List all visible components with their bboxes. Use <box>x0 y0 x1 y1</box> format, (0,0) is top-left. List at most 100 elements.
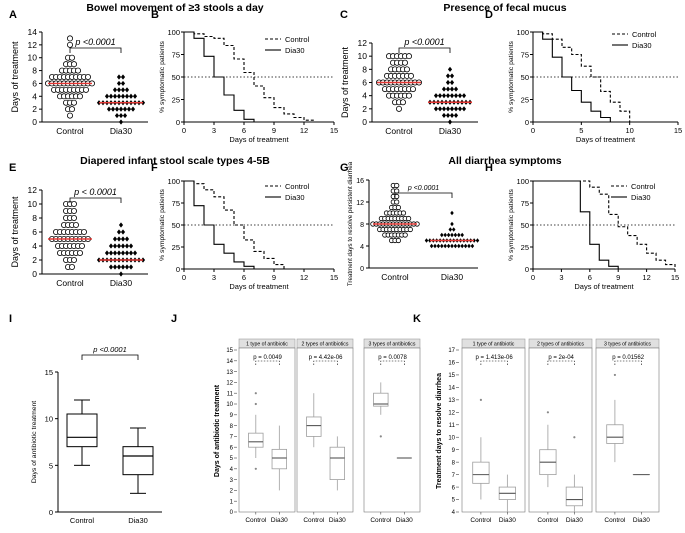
x-tick-label: 9 <box>272 273 276 282</box>
data-point-control <box>69 106 76 113</box>
data-point-dia30 <box>446 243 451 249</box>
data-point-dia30 <box>453 86 459 92</box>
data-point-control <box>77 93 84 100</box>
data-point-control <box>69 54 76 61</box>
data-point-dia30 <box>112 243 118 249</box>
y-tick-label: 6 <box>230 445 234 451</box>
panel-letter-I: I <box>9 313 12 325</box>
x-tick-label-dia30: Dia30 <box>499 517 516 524</box>
legend-label-control: Control <box>285 182 310 191</box>
y-tick-label: 10 <box>226 402 233 408</box>
y-tick-label: 6 <box>362 78 367 88</box>
x-tick-label: 6 <box>242 126 246 135</box>
data-point-dia30 <box>441 93 447 99</box>
p-value-label: p < 0.0001 <box>73 187 117 197</box>
data-point-control <box>71 61 78 68</box>
y-tick-label: 9 <box>452 448 456 454</box>
data-point-dia30 <box>112 264 118 270</box>
data-point-dia30 <box>108 250 114 256</box>
data-point-dia30 <box>453 243 458 249</box>
panel-letter-J: J <box>171 313 177 325</box>
data-point-dia30 <box>450 210 454 216</box>
y-tick-label: 4 <box>32 91 37 101</box>
survival-curve-control <box>184 31 315 122</box>
y-tick-label: 10 <box>28 53 38 63</box>
outlier-point <box>573 436 576 439</box>
data-point-dia30 <box>433 243 437 249</box>
data-point-control <box>403 66 410 73</box>
x-tick-label: 12 <box>300 273 308 282</box>
x-tick-label-dia30: Dia30 <box>271 517 288 524</box>
y-tick-label: 50 <box>521 73 529 82</box>
survival-curve-dia30 <box>533 180 619 269</box>
data-point-dia30 <box>453 112 459 119</box>
y-tick-label: 6 <box>32 78 37 88</box>
y-tick-label: 7 <box>230 435 234 441</box>
y-tick-label: 8 <box>362 64 367 74</box>
panel-I: 0 5 10 15 Days of antibiotic treatment Contro… <box>31 345 162 525</box>
survival-curve-dia30 <box>533 31 611 122</box>
y-tick-label: 15 <box>448 373 455 379</box>
data-point-dia30 <box>450 221 454 227</box>
data-point-control <box>400 210 407 216</box>
data-point-dia30 <box>118 119 124 125</box>
y-axis-label: Days of antibiotic treatment <box>31 401 38 483</box>
y-tick-label: 0 <box>362 117 367 127</box>
x-tick-label: 10 <box>625 126 633 135</box>
panel-K: 4 5 6 7 8 9 10 11 12 13 14 15 16 17 Treatment days to … <box>436 338 660 524</box>
data-point-dia30 <box>461 93 467 99</box>
data-point-control <box>395 105 402 112</box>
data-point-dia30 <box>122 106 128 112</box>
significance-bracket <box>398 47 451 53</box>
data-point-control <box>67 112 74 119</box>
y-tick-label: 50 <box>172 221 180 230</box>
significance-bracket <box>81 354 139 360</box>
outlier-point <box>479 398 482 401</box>
data-point-dia30 <box>116 87 122 93</box>
data-point-dia30 <box>446 232 451 238</box>
x-tick-label-control: Control <box>56 126 84 136</box>
data-point-dia30 <box>126 106 132 112</box>
x-axis-label: Days of treatment <box>229 135 289 144</box>
y-tick-label: 0 <box>176 265 180 274</box>
panel-D: 0 25 50 75 100 0 5 10 15 Days of treatment % sympt… <box>508 28 682 144</box>
box-control <box>606 424 624 444</box>
y-tick-label: 2 <box>32 104 37 114</box>
x-tick-label-control: Control <box>56 278 84 288</box>
y-tick-label: 25 <box>521 243 529 252</box>
y-tick-label: 100 <box>516 177 529 186</box>
box-dia30 <box>122 446 154 476</box>
outlier-point <box>254 402 257 406</box>
p-value-label: p = 1.413e-06 <box>476 355 514 361</box>
data-point-dia30 <box>124 250 130 256</box>
data-point-dia30 <box>120 74 126 80</box>
box-dia30 <box>329 446 346 481</box>
y-tick-label: 15 <box>45 368 53 377</box>
y-tick-label: 75 <box>521 199 529 208</box>
section-title-bowel-movement: Bowel movement of ≥3 stools a day <box>86 2 263 14</box>
data-point-dia30 <box>447 66 453 72</box>
data-point-dia30 <box>472 238 476 243</box>
x-tick-label-dia30: Dia30 <box>128 516 148 525</box>
x-tick-label: 15 <box>330 126 338 135</box>
data-point-control <box>407 226 413 233</box>
x-tick-label-dia30: Dia30 <box>110 278 132 288</box>
data-point-dia30 <box>461 106 467 112</box>
data-point-control <box>405 53 412 60</box>
panel-H: 0 25 50 75 100 0 3 6 9 12 15 Days of treatment % sym… <box>508 177 679 291</box>
data-point-dia30 <box>114 112 120 119</box>
legend-label-control: Control <box>632 30 657 39</box>
data-point-dia30 <box>120 243 126 249</box>
y-tick-label: 25 <box>172 243 180 252</box>
p-value-label: p <0.0001 <box>74 37 115 47</box>
data-point-dia30 <box>457 93 463 99</box>
data-point-control <box>395 204 401 211</box>
y-tick-label: 2 <box>362 104 367 114</box>
data-point-dia30 <box>449 112 455 119</box>
data-point-dia30 <box>116 264 122 270</box>
x-tick-label-control: Control <box>245 517 267 524</box>
y-tick-label: 5 <box>49 461 53 470</box>
data-point-dia30 <box>120 250 126 256</box>
